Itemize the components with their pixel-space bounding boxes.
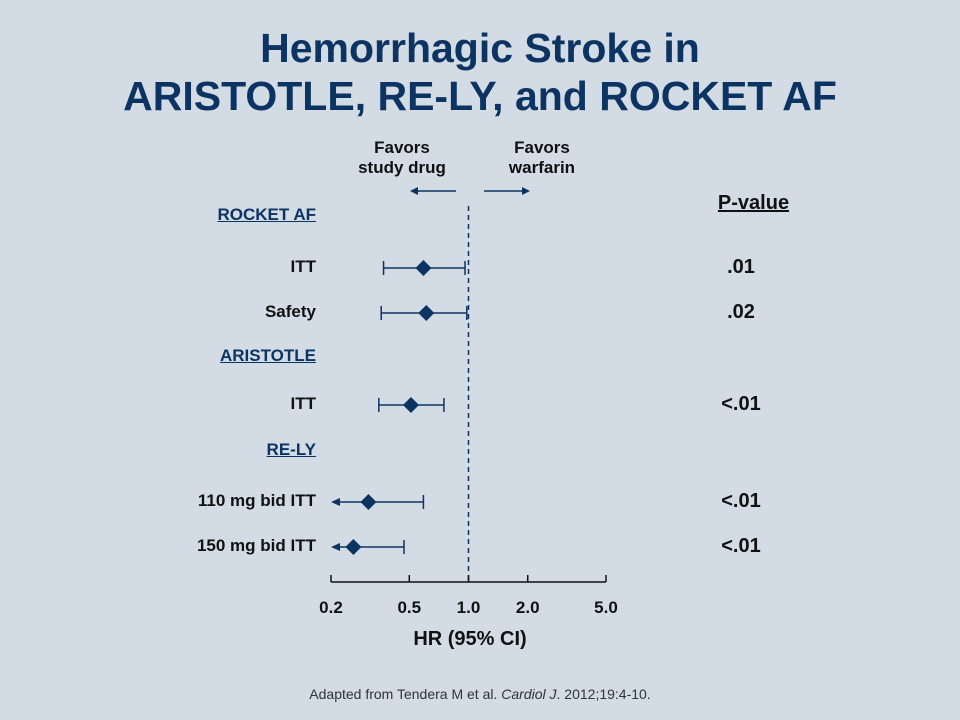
p-value-4: <.01 <box>721 393 761 415</box>
group-label-5: RE-LY <box>266 440 316 459</box>
title-line-1: Hemorrhagic Stroke in <box>260 25 700 71</box>
x-tick-label-2: 1.0 <box>457 598 481 617</box>
row-label-6: 110 mg bid ITT <box>197 491 316 510</box>
citation-suffix: . 2012;19:4-10. <box>556 686 651 702</box>
x-tick-label-0: 0.2 <box>319 598 343 617</box>
row-label-4: ITT <box>290 394 317 413</box>
row-label-1: ITT <box>290 257 317 276</box>
slide-title: Hemorrhagic Stroke in ARISTOTLE, RE-LY, … <box>0 24 960 120</box>
favors-study-drug-arrow-head <box>410 187 418 195</box>
hr-marker-6 <box>360 494 377 510</box>
p-value-1: .01 <box>727 256 755 278</box>
favors-right-line-2: warfarin <box>508 158 576 177</box>
favors-right-line-1: Favors <box>514 138 570 157</box>
citation-journal: Cardiol J <box>501 686 557 702</box>
citation: Adapted from Tendera M et al. Cardiol J.… <box>0 686 960 702</box>
x-axis-title: HR (95% CI) <box>413 628 527 650</box>
title-line-2: ARISTOTLE, RE-LY, and ROCKET AF <box>123 73 837 119</box>
p-value-7: <.01 <box>721 535 761 557</box>
hr-marker-4 <box>402 397 419 413</box>
group-label-3: ARISTOTLE <box>219 346 316 365</box>
hr-marker-7 <box>345 539 362 555</box>
favors-warfarin-label: Favors warfarin <box>480 138 604 178</box>
favors-left-line-2: study drug <box>358 158 446 177</box>
x-tick-label-4: 5.0 <box>594 598 618 617</box>
favors-study-drug-label: Favors study drug <box>340 138 464 178</box>
p-value-header: P-value <box>717 192 790 214</box>
row-label-2: Safety <box>264 302 316 321</box>
hr-marker-1 <box>415 260 432 276</box>
p-value-2: .02 <box>727 301 755 323</box>
ci-low-arrow-7 <box>331 543 340 551</box>
p-value-6: <.01 <box>721 490 761 512</box>
x-tick-label-1: 0.5 <box>397 598 421 617</box>
x-tick-label-3: 2.0 <box>516 598 540 617</box>
group-label-0: ROCKET AF <box>217 205 316 224</box>
favors-left-line-1: Favors <box>374 138 430 157</box>
citation-prefix: Adapted from Tendera M et al. <box>309 686 502 702</box>
ci-low-arrow-6 <box>331 498 340 506</box>
hr-marker-2 <box>418 305 435 321</box>
row-label-7: 150 mg bid ITT <box>196 536 316 555</box>
favors-warfarin-arrow-head <box>522 187 530 195</box>
